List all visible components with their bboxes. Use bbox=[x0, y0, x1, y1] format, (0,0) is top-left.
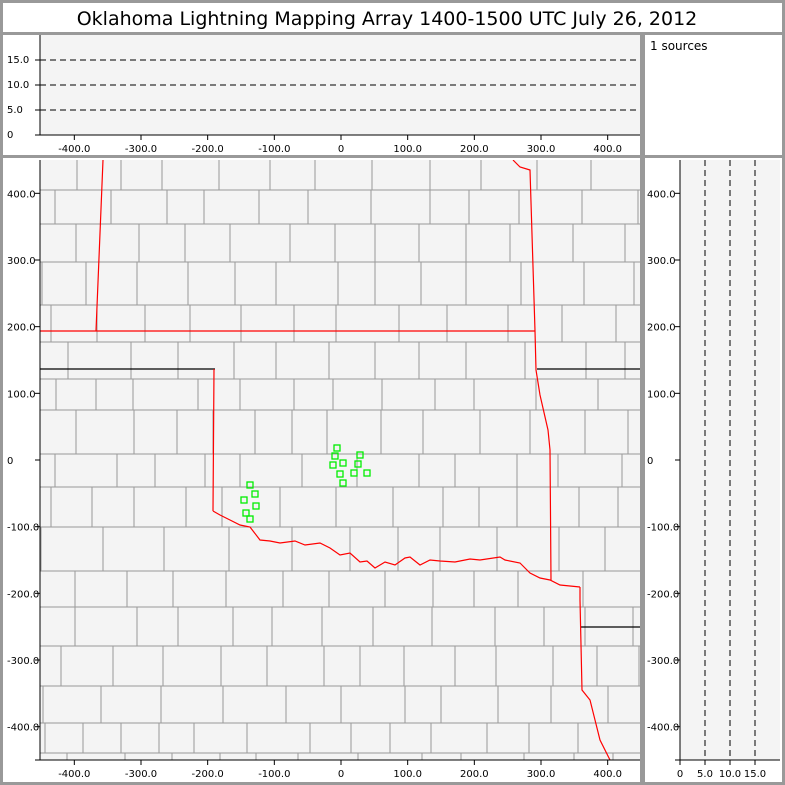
x-tick-label: -200.0 bbox=[192, 144, 224, 155]
y-tick-label: 100.0 bbox=[7, 389, 36, 400]
x-tick-label: 0 bbox=[338, 769, 344, 780]
x-tick-label: -300.0 bbox=[125, 144, 157, 155]
y-tick-label: 0 bbox=[647, 456, 653, 467]
y-tick-label: 400.0 bbox=[647, 189, 676, 200]
x-tick-label: 10.0 bbox=[719, 769, 741, 780]
x-tick-label: 300.0 bbox=[527, 144, 556, 155]
figure-title: Oklahoma Lightning Mapping Array 1400-15… bbox=[77, 8, 698, 30]
x-tick-label: 200.0 bbox=[460, 769, 489, 780]
x-tick-label: -100.0 bbox=[258, 769, 290, 780]
y-tick-label: -400.0 bbox=[7, 723, 39, 734]
y-tick-label: 300.0 bbox=[647, 256, 676, 267]
x-tick-label: 100.0 bbox=[393, 144, 422, 155]
x-tick-label: -100.0 bbox=[258, 144, 290, 155]
y-tick-label: -200.0 bbox=[7, 589, 39, 600]
state-borders bbox=[40, 160, 640, 760]
y-tick-label: -100.0 bbox=[7, 523, 39, 534]
y-tick-label: 0 bbox=[7, 130, 13, 141]
x-tick-label: 15.0 bbox=[744, 769, 766, 780]
y-tick-label: -100.0 bbox=[647, 523, 679, 534]
x-tick-label: -300.0 bbox=[125, 769, 157, 780]
y-tick-label: 300.0 bbox=[7, 256, 36, 267]
lightning-source-marker bbox=[329, 461, 337, 469]
y-tick-label: 15.0 bbox=[7, 55, 29, 66]
source-count-label: 1 sources bbox=[650, 39, 708, 53]
y-tick-label: 100.0 bbox=[647, 389, 676, 400]
x-tick-label: 100.0 bbox=[393, 769, 422, 780]
lightning-source-marker bbox=[252, 502, 260, 510]
x-tick-label: 300.0 bbox=[527, 769, 556, 780]
y-tick-label: 200.0 bbox=[647, 323, 676, 334]
lightning-source-marker bbox=[339, 459, 347, 467]
lightning-source-marker bbox=[246, 481, 254, 489]
lightning-source-marker bbox=[242, 509, 250, 517]
county-lines bbox=[40, 160, 640, 760]
x-tick-label: 400.0 bbox=[593, 144, 622, 155]
lightning-sources bbox=[240, 444, 371, 523]
lightning-source-marker bbox=[339, 479, 347, 487]
x-tick-label: 200.0 bbox=[460, 144, 489, 155]
lightning-source-marker bbox=[240, 496, 248, 504]
altitude-panel: -400.0 -300.0 -200.0 -100.0 0 100.0 200.0 300.0… bbox=[3, 35, 640, 155]
ns-altitude-panel: 0 5.0 10.0 15.0 400.0 300.0 200.0 100.0 0 -100.0 -… bbox=[645, 158, 782, 782]
lightning-source-marker bbox=[354, 460, 362, 468]
plan-view-panel: -400.0 -300.0 -200.0 -100.0 0 100.0 200.0 300.0… bbox=[3, 158, 640, 782]
y-tick-label: 10.0 bbox=[7, 80, 29, 91]
lightning-source-marker bbox=[331, 452, 339, 460]
x-tick-label: -400.0 bbox=[58, 769, 90, 780]
y-tick-label: -200.0 bbox=[647, 589, 679, 600]
y-tick-label: 5.0 bbox=[7, 105, 23, 116]
lightning-source-marker bbox=[350, 469, 358, 477]
lightning-source-marker bbox=[246, 515, 254, 523]
y-tick-label: 400.0 bbox=[7, 189, 36, 200]
x-tick-label: 400.0 bbox=[593, 769, 622, 780]
x-tick-label: 5.0 bbox=[697, 769, 713, 780]
x-tick-label: 0 bbox=[338, 144, 344, 155]
lightning-source-marker bbox=[356, 451, 364, 459]
x-tick-label: -400.0 bbox=[58, 144, 90, 155]
county-borders bbox=[40, 160, 640, 760]
x-tick-label: -200.0 bbox=[192, 769, 224, 780]
y-tick-label: -300.0 bbox=[647, 656, 679, 667]
x-tick-label: 0 bbox=[677, 769, 683, 780]
lightning-source-marker bbox=[363, 469, 371, 477]
y-tick-label: 200.0 bbox=[7, 323, 36, 334]
lightning-source-marker bbox=[333, 444, 341, 452]
y-tick-label: 0 bbox=[7, 456, 13, 467]
y-tick-label: -400.0 bbox=[647, 723, 679, 734]
lightning-source-marker bbox=[251, 490, 259, 498]
title-box bbox=[3, 3, 782, 32]
source-count-box bbox=[645, 35, 782, 155]
y-tick-label: -300.0 bbox=[7, 656, 39, 667]
lightning-source-marker bbox=[336, 470, 344, 478]
